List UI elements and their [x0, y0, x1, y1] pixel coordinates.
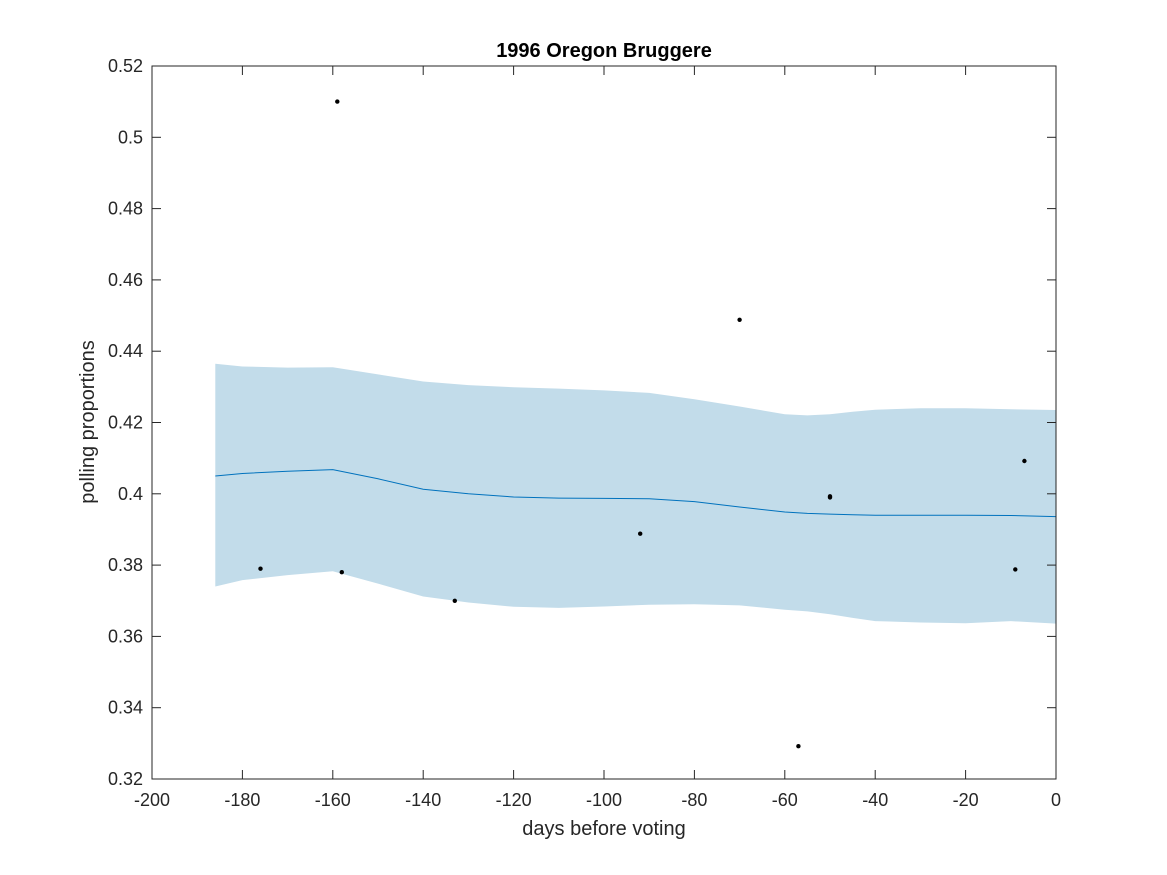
- x-axis-label: days before voting: [522, 818, 685, 840]
- poll-point: [796, 744, 801, 749]
- x-tick-label: -40: [862, 790, 888, 810]
- x-tick-label: -100: [586, 790, 622, 810]
- poll-point: [339, 570, 344, 575]
- y-tick-label: 0.34: [108, 698, 143, 718]
- y-tick-label: 0.46: [108, 270, 143, 290]
- x-axis-ticks: -200 -180 -160 -140 -120 -100 -80 -60 -40 -20 0: [134, 66, 1061, 810]
- y-axis-label: polling proportions: [77, 340, 99, 503]
- x-tick-label: 0: [1051, 790, 1061, 810]
- x-tick-label: -140: [405, 790, 441, 810]
- x-tick-label: -120: [496, 790, 532, 810]
- poll-point: [827, 494, 833, 499]
- y-axis-ticks: 0.32 0.34 0.36 0.38 0.4 0.42 0.44 0.46 0.48 0.5 0.…: [108, 56, 1056, 789]
- confidence-band: [215, 363, 1057, 624]
- x-tick-label: -160: [315, 790, 351, 810]
- x-tick-label: -60: [772, 790, 798, 810]
- x-tick-label: -180: [224, 790, 260, 810]
- x-tick-label: -200: [134, 790, 170, 810]
- x-tick-label: -20: [953, 790, 979, 810]
- poll-point: [452, 598, 457, 603]
- plot-content: [215, 99, 1057, 749]
- poll-point: [737, 317, 742, 322]
- chart-title: 1996 Oregon Bruggere: [496, 40, 712, 62]
- y-tick-label: 0.44: [108, 341, 143, 361]
- y-tick-label: 0.42: [108, 413, 143, 433]
- y-tick-label: 0.4: [118, 484, 143, 504]
- x-tick-label: -80: [681, 790, 707, 810]
- poll-point: [638, 531, 643, 536]
- poll-point: [1022, 458, 1027, 464]
- y-tick-label: 0.48: [108, 199, 143, 219]
- y-tick-label: 0.32: [108, 769, 143, 789]
- poll-point: [335, 99, 340, 104]
- y-tick-label: 0.38: [108, 555, 143, 575]
- poll-point: [258, 566, 263, 571]
- y-tick-label: 0.36: [108, 626, 143, 646]
- y-tick-label: 0.52: [108, 56, 143, 76]
- trend-line: [215, 469, 1057, 518]
- poll-point: [1013, 567, 1018, 572]
- y-tick-label: 0.5: [118, 127, 143, 147]
